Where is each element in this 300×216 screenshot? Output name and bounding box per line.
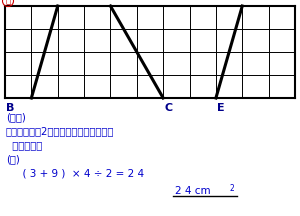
Text: 2 4 cm: 2 4 cm [175,186,211,196]
Text: ウ: ウ [5,0,11,5]
Text: ・同じ台形を2つ合わせて平行四辺形を: ・同じ台形を2つ合わせて平行四辺形を [6,126,114,136]
Text: ( 3 + 9 )  × 4 ÷ 2 = 2 4: ( 3 + 9 ) × 4 ÷ 2 = 2 4 [16,168,144,178]
Text: 2: 2 [230,184,235,193]
Text: B: B [6,103,14,113]
Text: (式): (式) [6,154,20,164]
Text: C: C [164,103,172,113]
Text: E: E [217,103,224,113]
Text: (言葉): (言葉) [6,112,26,122]
Text: をつくる。: をつくる。 [6,140,42,150]
